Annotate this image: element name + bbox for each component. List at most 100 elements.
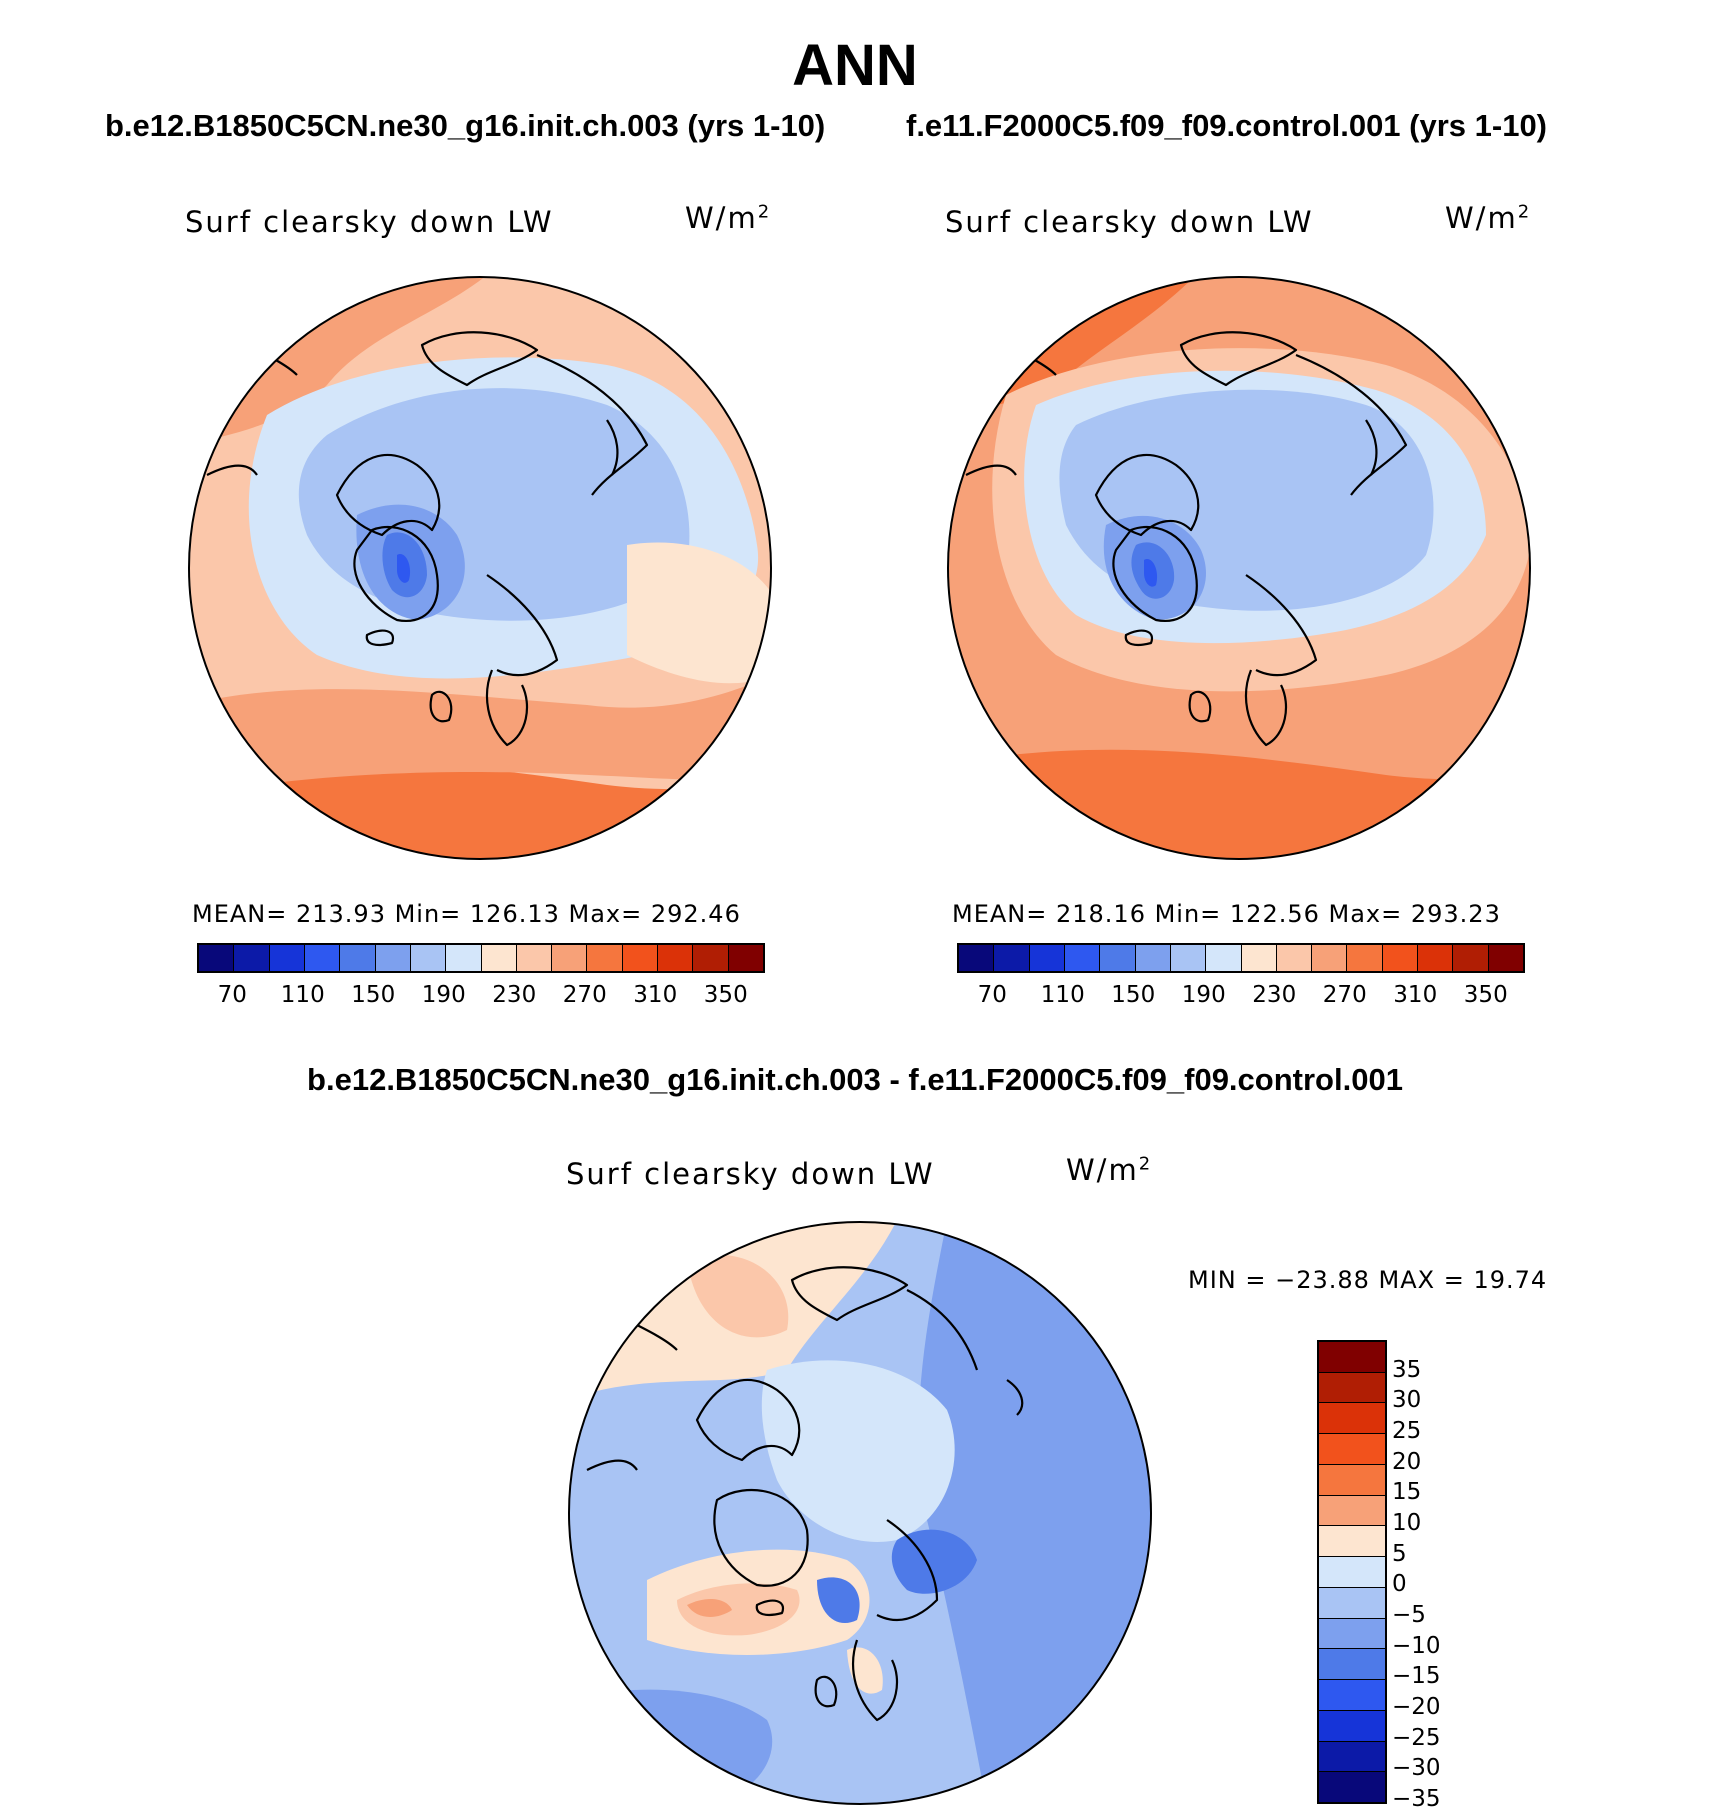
case-title-right: f.e11.F2000C5.f09_f09.control.001 (yrs 1… bbox=[906, 108, 1548, 143]
colorbar-swatch bbox=[1319, 1741, 1385, 1773]
variable-label-right: Surf clearsky down LW bbox=[945, 205, 1314, 239]
colorbar-swatch bbox=[693, 945, 729, 971]
colorbar-swatch bbox=[1319, 1526, 1385, 1558]
colorbar-left bbox=[197, 943, 765, 973]
colorbar-tick-label: 190 bbox=[1181, 982, 1226, 1008]
colorbar-tick-label: 5 bbox=[1392, 1540, 1407, 1567]
colorbar-swatch bbox=[1488, 945, 1523, 971]
colorbar-tick-label: 270 bbox=[562, 982, 607, 1008]
colorbar-swatch bbox=[516, 945, 553, 971]
colorbar-tick-label: 0 bbox=[1392, 1571, 1407, 1598]
colorbar-tick-label: 15 bbox=[1392, 1479, 1422, 1506]
colorbar-swatch bbox=[1319, 1372, 1385, 1404]
colorbar-tick-label: −15 bbox=[1392, 1663, 1441, 1690]
colorbar-tick-label: 310 bbox=[1393, 982, 1438, 1008]
colorbar-swatch bbox=[410, 945, 447, 971]
colorbar-swatch bbox=[269, 945, 305, 971]
colorbar-swatch bbox=[1064, 945, 1101, 971]
colorbar-swatch bbox=[1206, 945, 1242, 971]
colorbar-tick-label: −30 bbox=[1392, 1755, 1441, 1782]
colorbar-tick-label: 150 bbox=[351, 982, 396, 1008]
colorbar-tick-label: 10 bbox=[1392, 1510, 1422, 1536]
colorbar-tick-label: 70 bbox=[977, 982, 1007, 1008]
colorbar-swatch bbox=[1319, 1403, 1385, 1435]
colorbar-swatch bbox=[446, 945, 482, 971]
stats-left: MEAN= 213.93 Min= 126.13 Max= 292.46 bbox=[192, 900, 741, 928]
colorbar-tick-label: 230 bbox=[492, 982, 537, 1008]
colorbar-swatch bbox=[994, 945, 1030, 971]
colorbar-right bbox=[957, 943, 1525, 973]
variable-label-diff: Surf clearsky down LW bbox=[566, 1157, 935, 1191]
colorbar-tick-label: −5 bbox=[1392, 1602, 1426, 1628]
colorbar-tick-label: 350 bbox=[703, 982, 748, 1008]
colorbar-swatch bbox=[1170, 945, 1207, 971]
colorbar-swatch bbox=[340, 945, 376, 971]
colorbar-tick-label: 310 bbox=[633, 982, 678, 1008]
colorbar-swatch bbox=[1319, 1434, 1385, 1465]
colorbar-swatch bbox=[658, 945, 694, 971]
colorbar-swatch bbox=[1241, 945, 1277, 971]
colorbar-swatch bbox=[587, 945, 623, 971]
colorbar-tick-label: −10 bbox=[1392, 1632, 1441, 1659]
colorbar-swatch bbox=[1135, 945, 1171, 971]
polar-map-diff bbox=[568, 1221, 1152, 1805]
variable-label-left: Surf clearsky down LW bbox=[185, 205, 554, 239]
colorbar-tick-label: 110 bbox=[280, 982, 325, 1008]
colorbar-swatch bbox=[481, 945, 517, 971]
colorbar-swatch bbox=[1276, 945, 1313, 971]
colorbar-tick-label: 35 bbox=[1392, 1356, 1422, 1383]
season-title: ANN bbox=[792, 33, 918, 98]
colorbar-tick-label: 150 bbox=[1111, 982, 1156, 1008]
polar-map-left bbox=[188, 276, 772, 860]
colorbar-tick-label: −35 bbox=[1392, 1786, 1441, 1812]
units-label-right: W/m2 bbox=[1445, 201, 1532, 235]
colorbar-swatch bbox=[1319, 1464, 1385, 1496]
colorbar-swatch bbox=[728, 945, 763, 971]
colorbar-swatch bbox=[1347, 945, 1383, 971]
diff-title: b.e12.B1850C5CN.ne30_g16.init.ch.003 - f… bbox=[307, 1062, 1403, 1097]
colorbar-swatch bbox=[622, 945, 659, 971]
colorbar-tick-label: −20 bbox=[1392, 1694, 1441, 1720]
units-label-left: W/m2 bbox=[685, 201, 772, 235]
colorbar-tick-label: 350 bbox=[1463, 982, 1508, 1008]
stats-diff: MIN = −23.88 MAX = 19.74 bbox=[1188, 1266, 1548, 1294]
colorbar-swatch bbox=[1382, 945, 1419, 971]
colorbar-tick-label: 230 bbox=[1252, 982, 1297, 1008]
colorbar-swatch bbox=[1453, 945, 1489, 971]
colorbar-swatch bbox=[304, 945, 341, 971]
colorbar-diff bbox=[1317, 1340, 1387, 1804]
colorbar-tick-label: 30 bbox=[1392, 1387, 1422, 1414]
colorbar-swatch bbox=[1319, 1587, 1385, 1619]
colorbar-swatch bbox=[199, 945, 235, 971]
colorbar-swatch bbox=[1319, 1680, 1385, 1711]
polar-map-right bbox=[947, 276, 1531, 860]
colorbar-swatch bbox=[1319, 1495, 1385, 1527]
colorbar-swatch bbox=[1319, 1618, 1385, 1650]
colorbar-swatch bbox=[959, 945, 995, 971]
colorbar-labels-right: 70 110 150 190 230 270 310 350 bbox=[957, 982, 1521, 1012]
colorbar-tick-label: 70 bbox=[217, 982, 247, 1008]
colorbar-tick-label: 190 bbox=[421, 982, 466, 1008]
colorbar-swatch bbox=[1100, 945, 1136, 971]
colorbar-labels-left: 70 110 150 190 230 270 310 350 bbox=[197, 982, 761, 1012]
colorbar-tick-label: 270 bbox=[1322, 982, 1367, 1008]
colorbar-swatch bbox=[375, 945, 411, 971]
units-label-diff: W/m2 bbox=[1066, 1153, 1153, 1187]
colorbar-swatch bbox=[552, 945, 588, 971]
colorbar-tick-label: 25 bbox=[1392, 1418, 1422, 1444]
colorbar-tick-label: 20 bbox=[1392, 1448, 1422, 1475]
colorbar-swatch bbox=[1319, 1342, 1385, 1373]
colorbar-swatch bbox=[234, 945, 270, 971]
colorbar-swatch bbox=[1319, 1649, 1385, 1681]
colorbar-swatch bbox=[1418, 945, 1454, 971]
colorbar-tick-label: −25 bbox=[1392, 1724, 1441, 1751]
colorbar-labels-diff: 35 30 25 20 15 10 5 0 −5 −10 −15 −20 −25 −30 −35 bbox=[1392, 1340, 1502, 1812]
colorbar-swatch bbox=[1319, 1557, 1385, 1588]
stats-right: MEAN= 218.16 Min= 122.56 Max= 293.23 bbox=[952, 900, 1501, 928]
colorbar-swatch bbox=[1312, 945, 1348, 971]
colorbar-swatch bbox=[1319, 1772, 1385, 1803]
colorbar-swatch bbox=[1029, 945, 1065, 971]
case-title-left: b.e12.B1850C5CN.ne30_g16.init.ch.003 (yr… bbox=[105, 108, 826, 143]
colorbar-tick-label: 110 bbox=[1040, 982, 1085, 1008]
colorbar-swatch bbox=[1319, 1710, 1385, 1742]
